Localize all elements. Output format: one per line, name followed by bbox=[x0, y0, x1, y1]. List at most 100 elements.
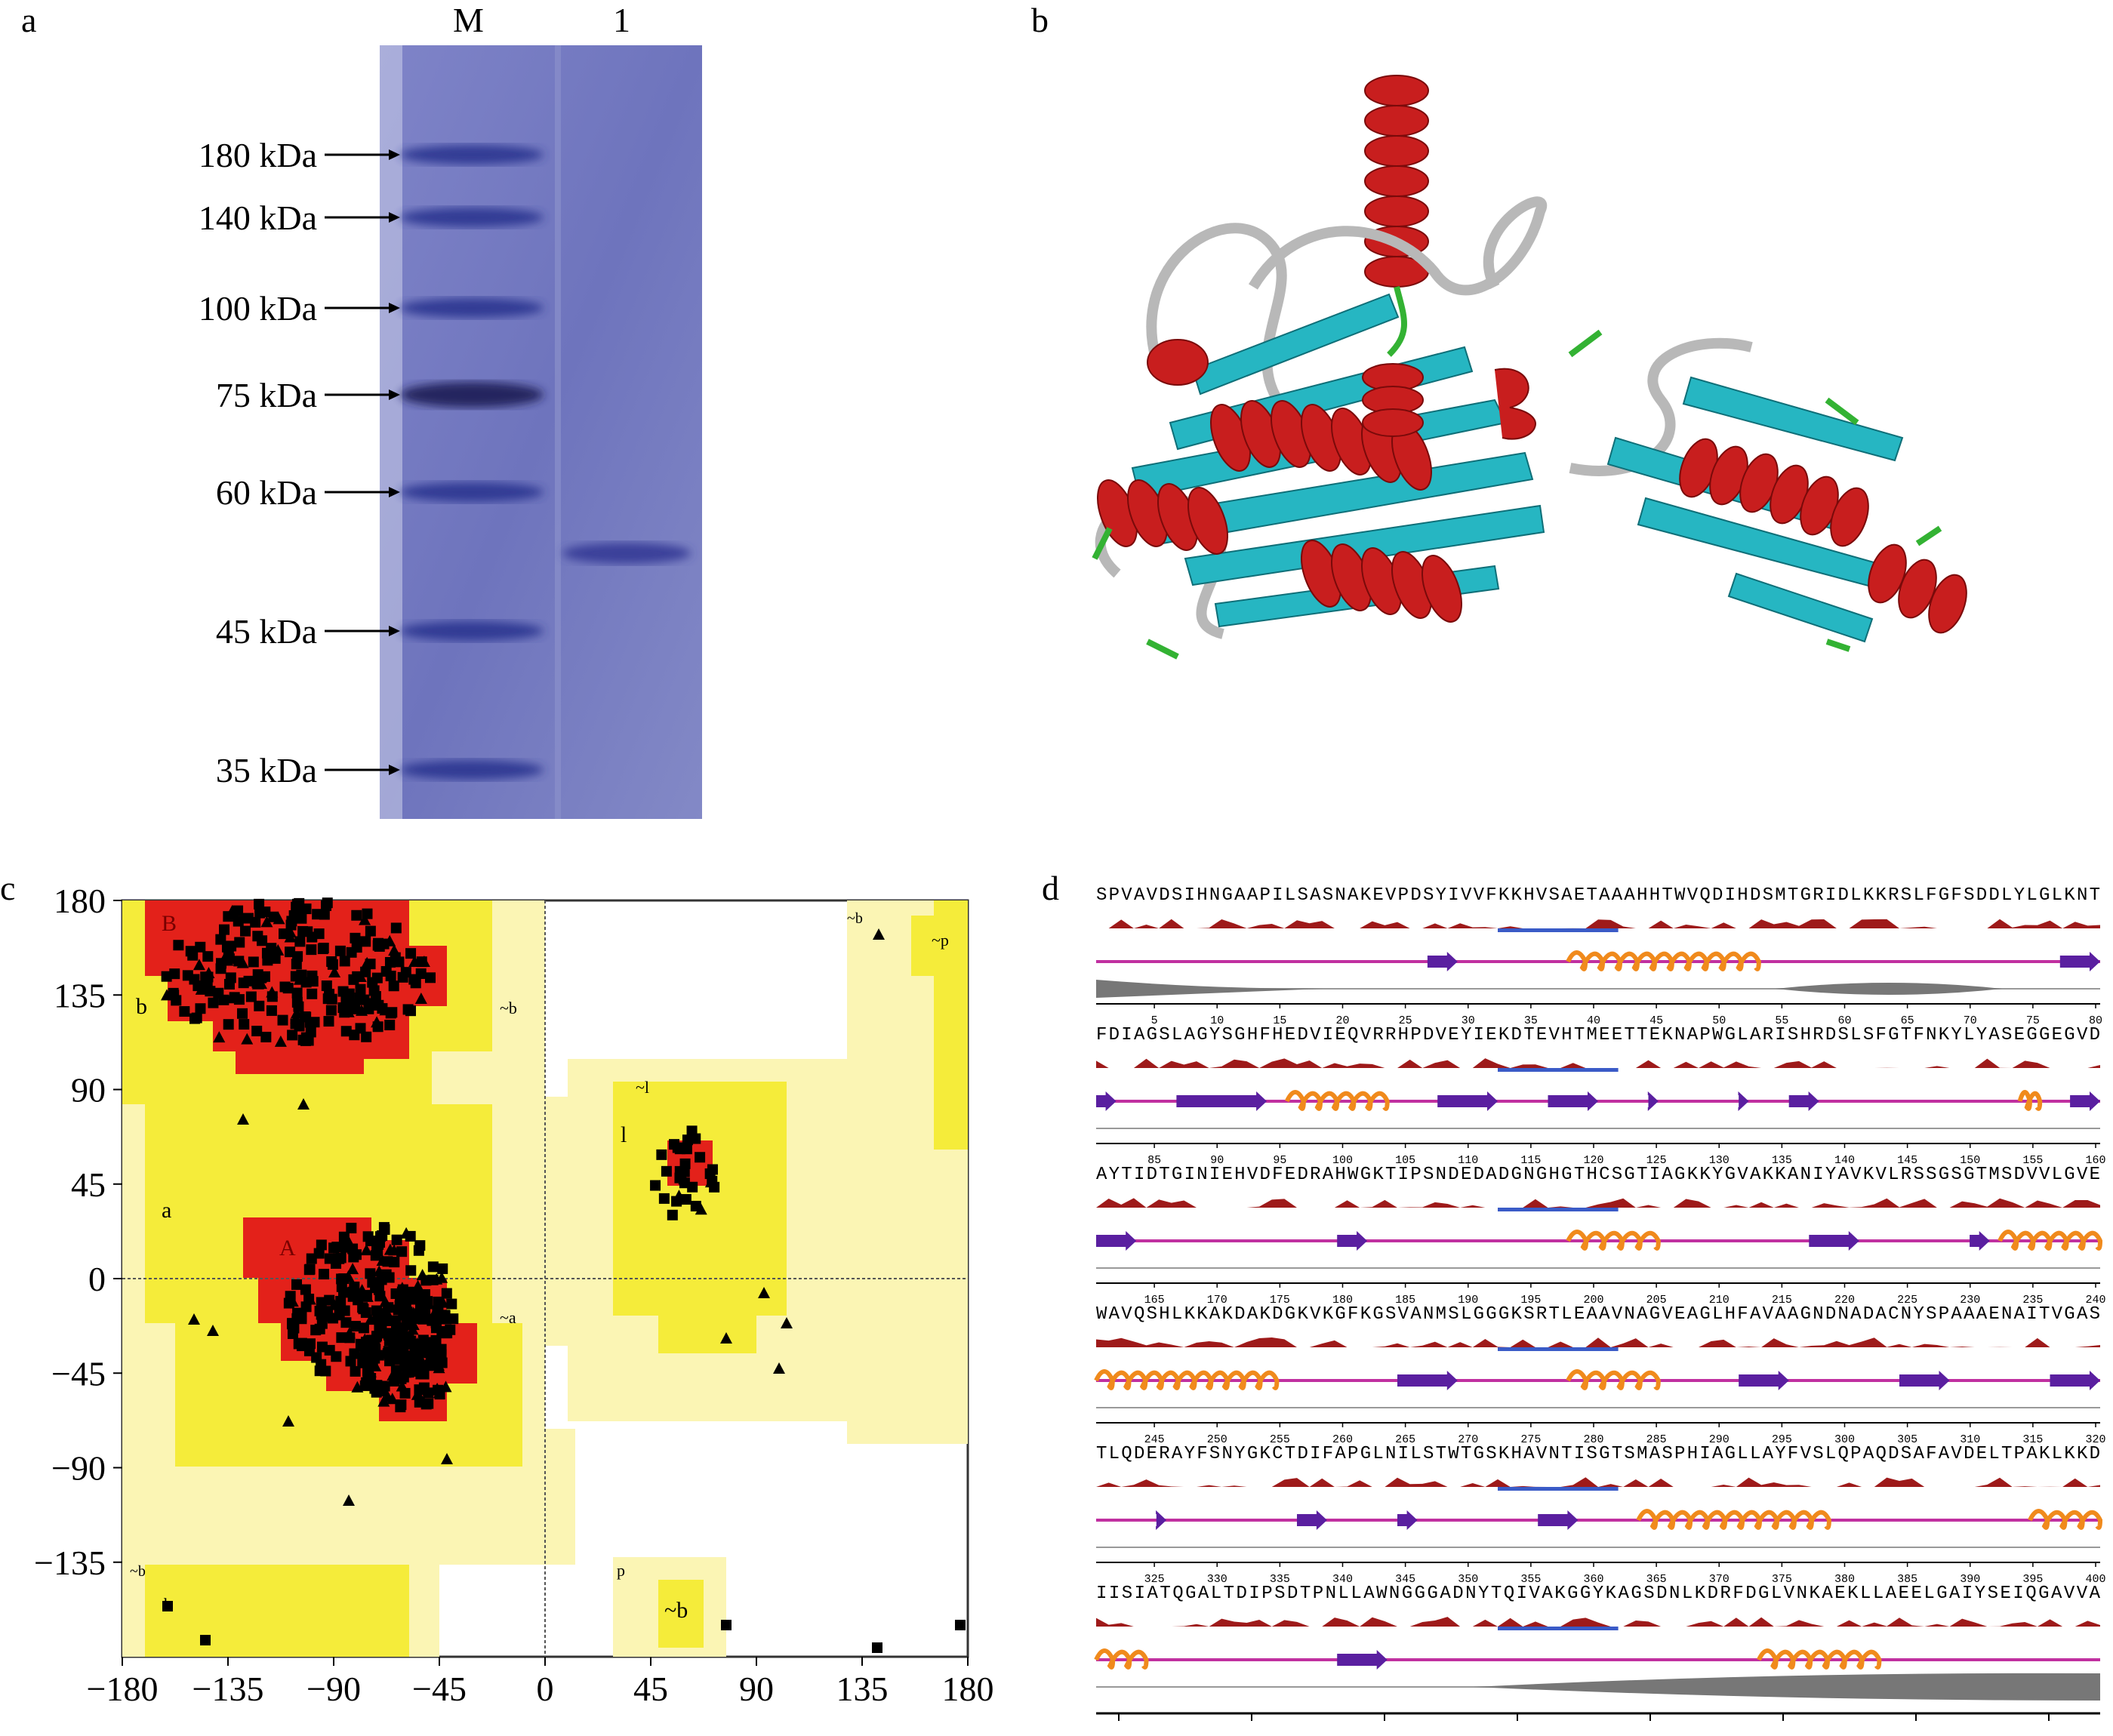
residue-tick-label: 325 bbox=[1144, 1573, 1165, 1586]
residue-point bbox=[707, 1164, 718, 1175]
glycine-point bbox=[317, 908, 330, 920]
glycine-point bbox=[241, 1033, 254, 1045]
glycine-point bbox=[202, 967, 215, 979]
residue-point bbox=[218, 994, 229, 1005]
residue-point bbox=[255, 972, 266, 983]
residue-axis-label: 445 bbox=[1625, 1729, 1677, 1736]
x-tick-label: 90 bbox=[739, 1670, 774, 1708]
residue-point bbox=[420, 1275, 432, 1286]
beta-strand-arrow bbox=[1337, 1231, 1368, 1251]
residue-point bbox=[373, 1284, 384, 1295]
residue-point bbox=[433, 1306, 444, 1317]
residue-point bbox=[690, 1133, 701, 1144]
residue-point bbox=[254, 1000, 265, 1011]
residue-point bbox=[360, 966, 371, 977]
gel-figure: M 1 180 kDa 140 kDa 100 kDa 75 kDa 60 kDa 45 … bbox=[199, 1, 702, 819]
glycine-point bbox=[373, 1265, 386, 1277]
y-tick-label: 135 bbox=[54, 976, 106, 1014]
residue-point bbox=[345, 1356, 356, 1367]
residue-point bbox=[219, 924, 230, 935]
residue-point bbox=[162, 1601, 173, 1611]
alpha-helix-coil bbox=[1284, 1090, 1390, 1111]
residue-point bbox=[314, 1305, 325, 1316]
residue-point bbox=[260, 906, 271, 918]
marker-band bbox=[400, 298, 544, 318]
region-label: ~l bbox=[636, 1078, 649, 1097]
residue-point bbox=[291, 898, 303, 910]
marker-label: 35 kDa bbox=[216, 751, 317, 790]
residue-tick-label: 65 bbox=[1901, 1014, 1914, 1027]
sequence-row: TLQDERAYFSNYGKCTDIFAPGLNILSTWTGSKHAVNTIS… bbox=[1096, 1444, 2100, 1464]
right-domain-helices bbox=[1679, 438, 1967, 634]
residue-point bbox=[389, 1375, 400, 1387]
residue-point bbox=[436, 1349, 447, 1360]
residue-tick-label: 390 bbox=[1960, 1573, 1980, 1586]
residue-tick-label: 125 bbox=[1646, 1154, 1667, 1167]
residue-point bbox=[391, 1234, 402, 1245]
residue-tick-label: 355 bbox=[1520, 1573, 1541, 1586]
y-tick-label: −135 bbox=[34, 1544, 106, 1582]
residue-tick-label: 35 bbox=[1524, 1014, 1538, 1027]
glycine-point bbox=[273, 913, 285, 925]
residue-tick-label: 100 bbox=[1332, 1154, 1353, 1167]
residue-point bbox=[277, 1014, 288, 1026]
residue-point bbox=[343, 988, 355, 999]
residue-tick-label: 300 bbox=[1834, 1433, 1855, 1446]
residue-tick-label: 205 bbox=[1646, 1294, 1667, 1307]
residue-point bbox=[322, 897, 333, 909]
glycine-point bbox=[376, 1254, 389, 1266]
marker-label: 75 kDa bbox=[216, 376, 317, 414]
alpha-helix-coil bbox=[1094, 1648, 1149, 1670]
residue-point bbox=[287, 1030, 298, 1041]
arrow-head-icon bbox=[389, 389, 400, 400]
residue-tick-label: 350 bbox=[1458, 1573, 1478, 1586]
residue-tick-label: 265 bbox=[1395, 1433, 1415, 1446]
residue-point bbox=[305, 1027, 316, 1038]
residue-tick-label: 255 bbox=[1270, 1433, 1290, 1446]
residue-point bbox=[416, 956, 427, 968]
residue-point bbox=[376, 1274, 387, 1285]
glycine-point bbox=[237, 1113, 249, 1125]
glycine-point bbox=[388, 944, 401, 956]
residue-point bbox=[872, 1642, 882, 1653]
residue-point bbox=[446, 1298, 457, 1310]
residue-tick-label: 365 bbox=[1646, 1573, 1667, 1586]
glycine-point bbox=[282, 1415, 294, 1427]
residue-point bbox=[721, 1620, 732, 1630]
glycine-point bbox=[396, 1380, 408, 1392]
residue-point bbox=[395, 1402, 406, 1413]
beta-strand-arrow bbox=[1176, 1091, 1267, 1111]
residue-point bbox=[650, 1180, 661, 1191]
glycine-point bbox=[407, 1319, 420, 1331]
residue-tick-label: 30 bbox=[1462, 1014, 1475, 1027]
residue-point bbox=[294, 936, 306, 947]
residue-tick-label: 5 bbox=[1151, 1014, 1158, 1027]
residue-point bbox=[314, 1365, 325, 1377]
region-label: a bbox=[162, 1198, 171, 1223]
glycine-point bbox=[439, 1380, 452, 1393]
residue-point bbox=[374, 1235, 385, 1246]
region-label: ~b bbox=[500, 999, 517, 1017]
residue-point bbox=[361, 1031, 372, 1042]
residue-point bbox=[319, 1269, 330, 1280]
glycine-point bbox=[433, 1362, 445, 1374]
residue-point bbox=[306, 931, 318, 943]
residue-point bbox=[208, 997, 219, 1008]
residue-point bbox=[420, 1399, 432, 1410]
glycine-point bbox=[207, 1325, 219, 1336]
residue-point bbox=[336, 1281, 347, 1292]
glycine-point bbox=[400, 1227, 413, 1239]
residue-point bbox=[402, 1307, 413, 1318]
residue-point bbox=[296, 1340, 307, 1352]
residue-point bbox=[286, 916, 297, 927]
residue-point bbox=[375, 1380, 387, 1392]
residue-point bbox=[413, 1245, 424, 1256]
residue-tick-label: 120 bbox=[1583, 1154, 1603, 1167]
top-helix bbox=[1364, 75, 1429, 288]
residue-point bbox=[410, 977, 421, 989]
panel-label-d: d bbox=[1042, 869, 1059, 907]
residue-tick-label: 245 bbox=[1144, 1433, 1165, 1446]
residue-point bbox=[285, 1291, 296, 1302]
residue-tick-label: 145 bbox=[1897, 1154, 1917, 1167]
glycine-point bbox=[260, 916, 273, 928]
